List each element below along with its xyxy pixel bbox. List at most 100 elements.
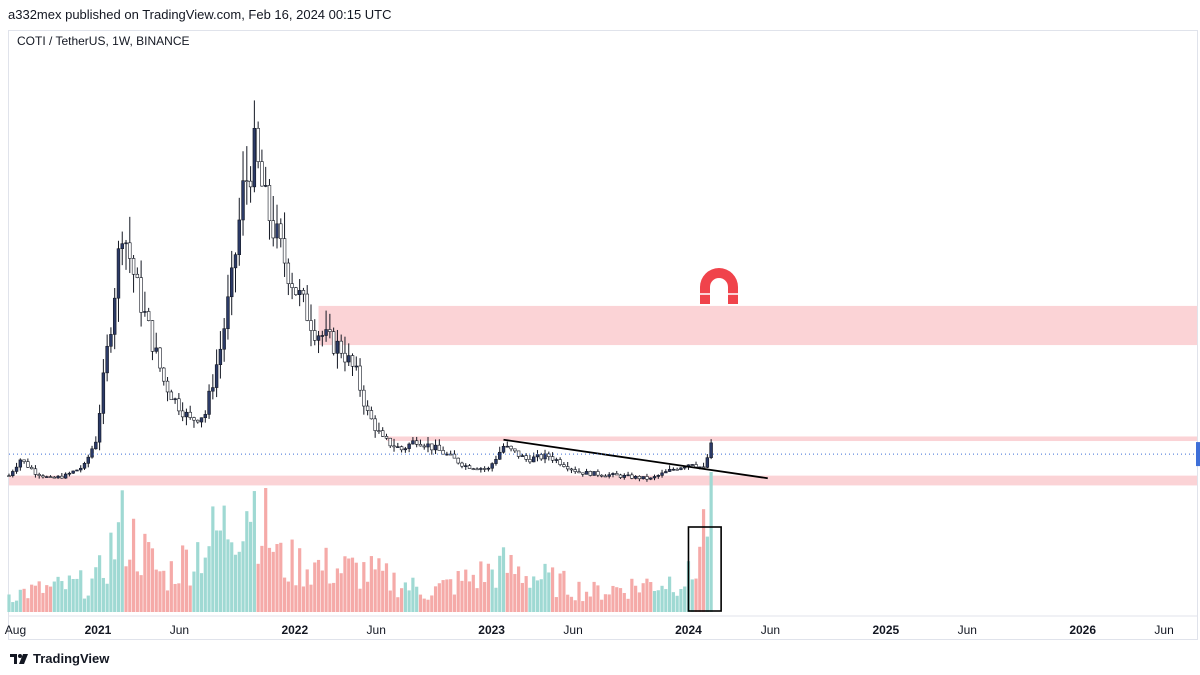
candle-body xyxy=(565,466,570,470)
candle-body xyxy=(535,454,540,458)
candle-body xyxy=(407,443,411,449)
volume-bar xyxy=(196,542,200,612)
candle-body xyxy=(505,445,509,448)
candle-body xyxy=(467,465,472,469)
volume-bar xyxy=(373,569,377,612)
volume-bar xyxy=(211,506,215,612)
candle-body xyxy=(309,320,313,331)
trendline xyxy=(503,438,768,480)
candle-body xyxy=(652,476,657,479)
candle-body xyxy=(641,476,645,480)
volume-bar xyxy=(37,581,41,612)
volume-bar xyxy=(162,570,166,612)
demand-zone xyxy=(9,475,1197,486)
candle-body xyxy=(607,474,611,477)
tradingview-logo[interactable]: TradingView xyxy=(10,651,109,666)
candle-body xyxy=(173,398,177,401)
volume-bar xyxy=(275,544,279,612)
candle-body xyxy=(7,475,11,477)
volume-bar xyxy=(562,570,566,612)
volume-bar xyxy=(248,521,253,612)
volume-bar xyxy=(207,546,211,612)
volume-bar xyxy=(48,586,53,612)
volume-bar xyxy=(64,589,68,612)
volume-bar xyxy=(498,555,502,612)
volume-bar xyxy=(90,578,94,612)
candle-body xyxy=(615,473,619,476)
volume-bar xyxy=(139,575,143,612)
candle-body xyxy=(196,419,200,423)
candle-body xyxy=(45,476,49,478)
candle-body xyxy=(596,471,600,476)
candle-body xyxy=(154,347,158,352)
candle-body xyxy=(709,442,713,458)
minor-zone xyxy=(386,436,1198,442)
candle-body xyxy=(532,456,536,463)
candle-body xyxy=(475,468,479,471)
volume-bar xyxy=(573,600,577,612)
volume-bar xyxy=(566,594,570,612)
volume-bar xyxy=(634,585,638,612)
candle-body xyxy=(486,467,491,470)
volume-bar xyxy=(177,583,181,612)
candle-body xyxy=(199,417,204,423)
volume-bar xyxy=(18,589,22,612)
volume-bar xyxy=(181,545,185,612)
candle-body xyxy=(588,471,593,476)
candle-body xyxy=(365,405,370,411)
candle-body xyxy=(313,330,317,341)
volume-bar xyxy=(218,530,222,612)
candle-body xyxy=(324,329,328,336)
volume-bar xyxy=(445,579,449,612)
volume-bar xyxy=(324,547,328,612)
volume-bar xyxy=(581,601,585,612)
volume-bar xyxy=(449,579,453,612)
candle-body xyxy=(550,456,555,461)
volume-bar xyxy=(596,585,600,612)
volume-bar xyxy=(524,576,528,612)
candle-body xyxy=(192,417,196,421)
candle-body xyxy=(392,445,396,448)
volume-bar xyxy=(71,578,75,612)
volume-bar xyxy=(483,582,487,612)
candle-body xyxy=(543,453,547,460)
candle-body xyxy=(260,161,264,187)
candle-body xyxy=(584,471,589,475)
candle-body xyxy=(56,475,60,479)
volume-bar xyxy=(588,596,592,612)
volume-bar xyxy=(252,491,256,612)
volume-bar xyxy=(7,594,11,612)
x-tick-label: 2025 xyxy=(872,623,899,637)
candle-body xyxy=(135,273,140,278)
volume-bar xyxy=(94,567,98,612)
candle-body xyxy=(226,296,230,329)
volume-bar xyxy=(41,592,45,612)
candle-body xyxy=(577,471,581,474)
candle-body xyxy=(290,283,294,288)
volume-bar xyxy=(399,588,404,612)
candle-body xyxy=(150,320,155,352)
candle-body xyxy=(286,262,291,284)
candle-body xyxy=(71,470,75,474)
volume-bar xyxy=(150,548,155,612)
volume-bar xyxy=(282,577,287,612)
candle-body xyxy=(158,347,162,369)
volume-bar xyxy=(705,536,709,612)
volume-bar xyxy=(158,571,162,612)
volume-bar xyxy=(237,551,241,612)
volume-bar xyxy=(494,587,498,612)
candle-body xyxy=(222,328,226,350)
magnet-icon xyxy=(700,268,738,304)
volume-bar xyxy=(101,577,105,612)
candle-body xyxy=(452,453,457,459)
candle-body xyxy=(679,467,683,470)
volume-bar xyxy=(437,583,441,612)
candle-body xyxy=(230,267,234,298)
candle-body xyxy=(682,466,687,469)
x-tick-label: Jun xyxy=(563,623,582,637)
candle-body xyxy=(41,475,45,478)
candle-body xyxy=(282,238,287,264)
candle-body xyxy=(101,372,106,414)
volume-bar xyxy=(332,582,336,612)
